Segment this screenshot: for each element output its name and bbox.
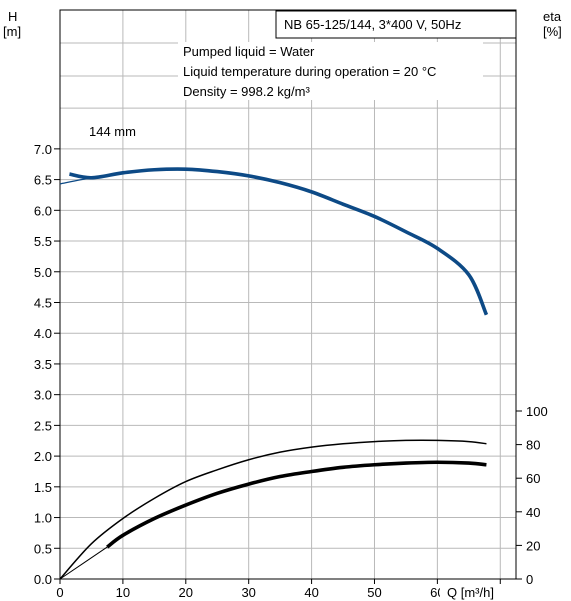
data-series [59, 167, 489, 580]
y-right-label-unit: [%] [543, 24, 562, 39]
info-liquid-temperature: Liquid temperature during operation = 20… [183, 64, 436, 79]
chart-title: NB 65-125/144, 3*400 V, 50Hz [284, 17, 461, 32]
series-label-144mm: 144 mm [89, 124, 136, 139]
info-pumped-liquid: Pumped liquid = Water [183, 44, 315, 59]
y2-tick-label-2: 40 [526, 505, 540, 520]
tick-labels: 0.0 0.5 1.0 1.5 2.0 2.5 3.0 3.5 4.0 4.5 5.0 5.5 6.0 6… [34, 142, 548, 600]
x-tick-label-2: 20 [179, 585, 193, 600]
y-tick-label-1: 0.5 [34, 541, 52, 556]
y2-tick-label-3: 60 [526, 471, 540, 486]
y2-tick-label-1: 20 [526, 538, 540, 553]
y-tick-label-13: 6.5 [34, 173, 52, 188]
y2-tick-label-0: 0 [526, 572, 533, 587]
y-tick-label-8: 4.0 [34, 326, 52, 341]
y-tick-label-4: 2.0 [34, 449, 52, 464]
plot-frame [59, 9, 517, 580]
efficiency-curve-thin [59, 439, 487, 580]
y-tick-label-7: 3.5 [34, 357, 52, 372]
y-tick-label-12: 6.0 [34, 203, 52, 218]
x-tick-label-0: 0 [56, 585, 63, 600]
x-tick-label-3: 30 [241, 585, 255, 600]
efficiency-curve-thick [106, 460, 487, 549]
y-tick-label-5: 2.5 [34, 418, 52, 433]
y-tick-label-3: 1.5 [34, 480, 52, 495]
efficiency-curve-thick-prefix [59, 546, 108, 580]
x-tick-label-5: 50 [367, 585, 381, 600]
info-block: Pumped liquid = Water Liquid temperature… [178, 42, 483, 100]
y-tick-label-11: 5.5 [34, 234, 52, 249]
x-tick-label-1: 10 [116, 585, 130, 600]
head-curve-144mm [69, 167, 489, 316]
axes [54, 9, 522, 584]
x-tick-label-4: 40 [304, 585, 318, 600]
x-axis-label: Q [m³/h] [447, 585, 494, 600]
y-tick-label-9: 4.5 [34, 295, 52, 310]
y-right-label-symbol: eta [543, 9, 562, 24]
y2-tick-label-5: 100 [526, 404, 548, 419]
y-tick-label-10: 5.0 [34, 265, 52, 280]
info-density: Density = 998.2 kg/m³ [183, 84, 310, 99]
chart-title-box: NB 65-125/144, 3*400 V, 50Hz [275, 10, 517, 39]
y-tick-label-2: 1.0 [34, 511, 52, 526]
y-tick-label-0: 0.0 [34, 572, 52, 587]
y-left-label-symbol: H [8, 9, 17, 24]
y-left-label-unit: [m] [3, 24, 21, 39]
y-tick-label-6: 3.0 [34, 388, 52, 403]
y-tick-label-14: 7.0 [34, 142, 52, 157]
x-axis-label-group: Q [m³/h] [440, 584, 510, 600]
y2-tick-label-4: 80 [526, 438, 540, 453]
